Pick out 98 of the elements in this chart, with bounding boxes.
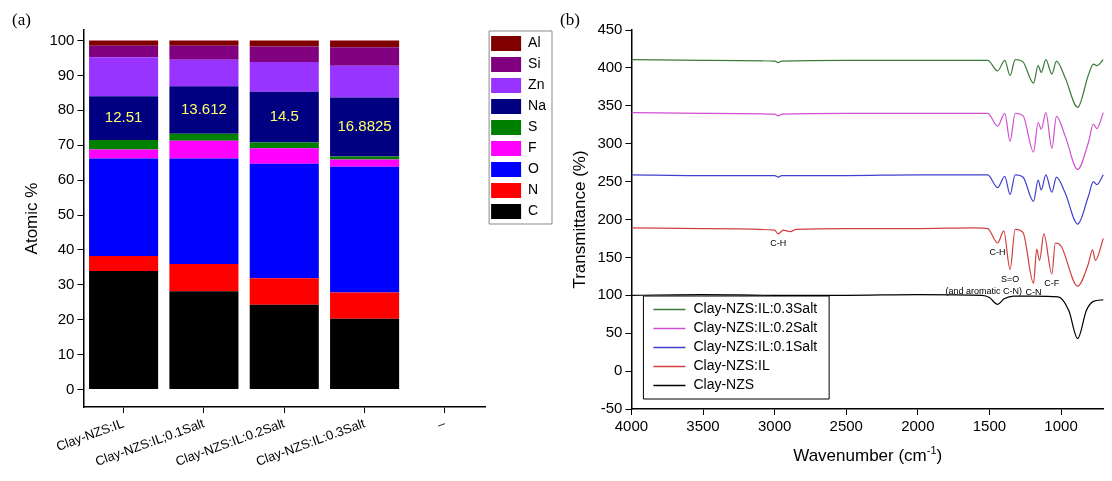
data-label: 13.612 [180, 100, 227, 118]
chart-title: (b) [560, 9, 580, 29]
y-tick-label: 40 [57, 240, 75, 258]
y-tick-label: 0 [614, 361, 623, 379]
y-tick-label: 100 [597, 285, 623, 303]
x-tick-label: 3500 [686, 417, 720, 435]
bar [330, 47, 400, 66]
legend-label: Clay-NZS:IL:0.3Salt [693, 300, 818, 317]
annotation: (and aromatic C-N) [945, 285, 1023, 296]
y-tick-label: 50 [605, 323, 623, 341]
y-tick-label: 450 [597, 20, 623, 38]
annotation: C-F [1044, 278, 1060, 289]
line-series [631, 174, 1104, 225]
legend-label: C [528, 202, 539, 219]
legend-label: N [528, 181, 539, 198]
bar [330, 318, 400, 390]
y-tick-label: 60 [57, 170, 75, 188]
bar [249, 304, 319, 390]
y-tick-label: 70 [57, 135, 75, 153]
line-series [631, 227, 1104, 287]
y-tick-label: 400 [597, 58, 623, 76]
legend-label: Al [528, 34, 541, 51]
bar [89, 158, 159, 256]
bar [249, 62, 319, 92]
x-tick-label: 2000 [901, 417, 935, 435]
x-tick-label: 2500 [829, 417, 863, 435]
y-tick-label: 200 [597, 209, 623, 227]
bar [249, 142, 319, 149]
bar [330, 97, 400, 157]
data-label: 12.51 [104, 108, 143, 126]
legend-label: Clay-NZS [693, 376, 755, 393]
annotation: C-H [989, 246, 1006, 257]
bar [89, 40, 159, 46]
legend-label: Si [528, 55, 541, 72]
bar [330, 65, 400, 98]
y-tick-label: 150 [597, 247, 623, 265]
bar [89, 96, 159, 140]
bar [89, 149, 159, 159]
bar [330, 292, 400, 319]
bar [169, 59, 239, 87]
bar [169, 40, 239, 46]
y-tick-label: 50 [57, 205, 75, 223]
bar [169, 263, 239, 292]
line-series [631, 112, 1104, 171]
y-tick-label: 0 [66, 379, 75, 397]
legend-label: F [528, 139, 537, 156]
bar [249, 148, 319, 164]
x-tick-label: 4000 [614, 417, 649, 435]
legend-label: Zn [528, 76, 545, 93]
legend-label: O [528, 160, 540, 177]
y-tick-label: 80 [57, 100, 75, 118]
y-tick-label: 250 [597, 171, 623, 189]
bar [89, 270, 159, 390]
x-tick-label: 1000 [1044, 417, 1078, 435]
bar [249, 163, 319, 279]
legend-label: Clay-NZS:IL [693, 357, 770, 374]
x-tick-label: 1500 [972, 417, 1007, 435]
bar [169, 86, 239, 134]
data-label: 16.8825 [337, 117, 392, 135]
bar [249, 40, 319, 47]
data-label: 14.5 [269, 107, 299, 125]
line-series [631, 58, 1104, 108]
y-tick-label: 10 [57, 344, 75, 362]
x-tick-label: 3000 [757, 417, 792, 435]
bar [89, 255, 159, 271]
y-tick-label: 100 [49, 30, 75, 48]
bar [330, 40, 400, 48]
bar [169, 133, 239, 141]
bar [249, 278, 319, 305]
x-tick-label: – [435, 415, 448, 433]
y-axis-title: Atomic % [21, 182, 41, 255]
bar [89, 45, 159, 58]
annotation: S=O [1000, 273, 1020, 284]
y-tick-label: 20 [57, 309, 75, 327]
y-tick-label: 30 [57, 275, 75, 292]
bar [169, 158, 239, 264]
y-tick-label: 300 [597, 133, 623, 151]
bar [249, 46, 319, 63]
chart-title: (a) [12, 9, 31, 29]
bar [330, 166, 400, 293]
y-axis-title: Transmittance (%) [569, 150, 589, 289]
annotation: C-N [1025, 287, 1042, 298]
bar [169, 140, 239, 159]
y-tick-label: -50 [600, 399, 623, 417]
bar [169, 45, 239, 60]
bar [89, 57, 159, 97]
y-tick-label: 90 [57, 65, 75, 83]
bar [249, 91, 319, 143]
legend-label: Clay-NZS:IL:0.2Salt [693, 319, 818, 336]
bar [169, 291, 239, 390]
legend-label: Clay-NZS:IL:0.1Salt [693, 338, 818, 355]
legend-label: Na [528, 97, 547, 114]
bar [330, 156, 400, 160]
legend-label: S [528, 118, 538, 135]
y-tick-label: 350 [597, 95, 623, 113]
annotation: C-H [770, 237, 787, 248]
bar [89, 139, 159, 150]
bar [330, 159, 400, 167]
